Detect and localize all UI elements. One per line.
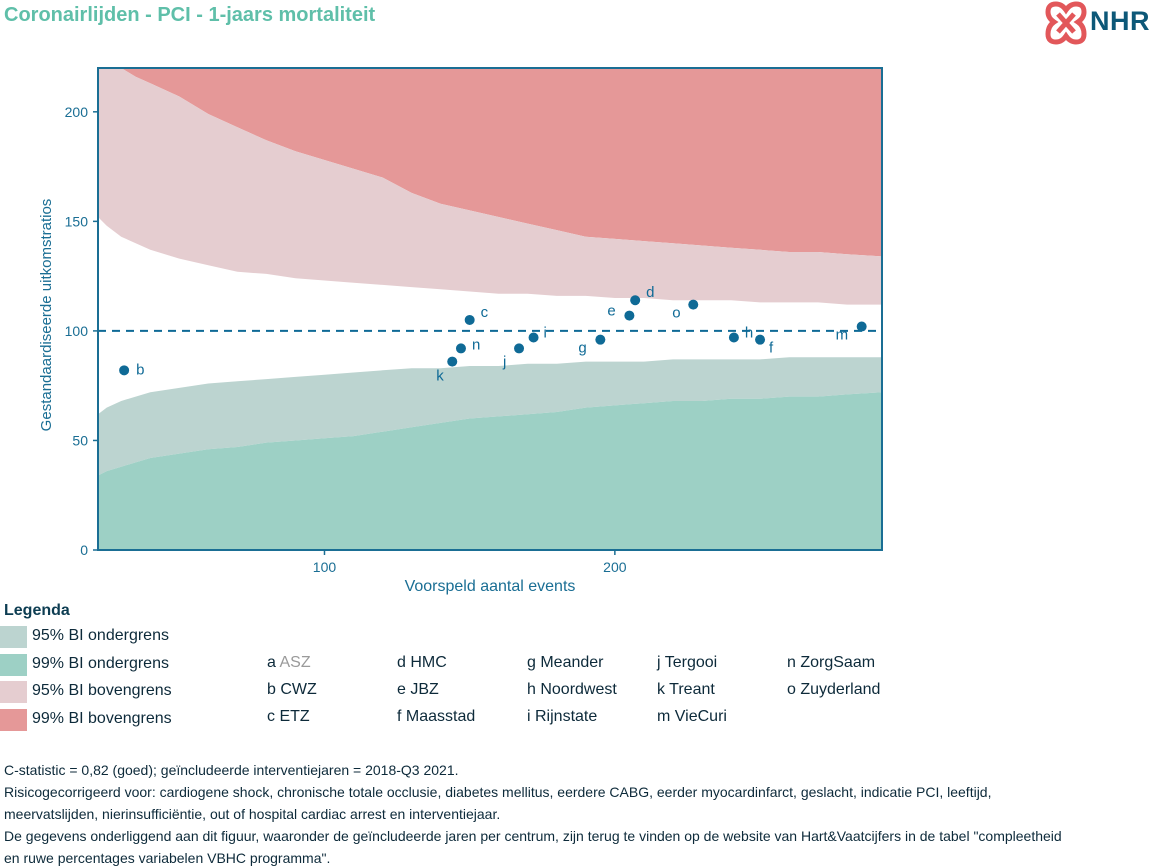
data-points: b k nc j i g e d o hf m xyxy=(119,284,867,385)
center-item-a: a ASZ xyxy=(267,654,311,671)
point-label-d: d xyxy=(646,284,654,301)
legend-label: 95% BI ondergrens xyxy=(32,627,169,644)
x-tick-label: 100 xyxy=(313,559,337,575)
point-label-h: h xyxy=(745,324,753,341)
point-label-k: k xyxy=(436,368,444,385)
x-axis-label: Voorspeld aantal events xyxy=(405,578,576,595)
y-tick-label: 200 xyxy=(65,104,89,120)
point-label-f: f xyxy=(769,340,774,357)
legend-label: 99% BI ondergrens xyxy=(32,654,169,672)
point-label-e: e xyxy=(607,303,615,320)
point-label-n: n xyxy=(472,336,480,353)
center-item-f: f Maasstad xyxy=(397,708,476,725)
y-axis-label: Gestandaardiseerde uitkomstratios xyxy=(38,199,55,432)
y-axis: 0 50 100 150 200 xyxy=(65,104,98,558)
footnote-statistic: C-statistic = 0,82 (goed); geïncludeerde… xyxy=(4,762,459,778)
data-point-f xyxy=(755,334,766,345)
point-label-g: g xyxy=(578,340,586,357)
x-tick-label: 200 xyxy=(603,559,627,575)
data-point-i xyxy=(528,332,539,343)
legend-title: Legenda xyxy=(4,602,70,619)
center-item-h: h Noordwest xyxy=(527,681,617,698)
footnote-source: De gegevens onderliggend aan dit figuur,… xyxy=(4,828,1062,844)
band-99-upper xyxy=(98,68,882,257)
data-point-m xyxy=(856,321,867,332)
nhr-logo xyxy=(1045,1,1087,45)
point-label-b: b xyxy=(136,361,144,378)
y-tick-label: 100 xyxy=(65,323,89,339)
y-tick-label: 0 xyxy=(80,542,88,558)
legend-swatch xyxy=(0,626,27,648)
footnote-source-cont: en ruwe percentages variabelen VBHC prog… xyxy=(4,850,331,866)
logo-text: NHR xyxy=(1090,6,1150,36)
legend-label: 99% BI bovengrens xyxy=(32,709,172,727)
point-label-c: c xyxy=(481,304,489,321)
center-item-g: g Meander xyxy=(527,654,604,671)
data-point-k xyxy=(447,356,458,367)
center-item-b: b CWZ xyxy=(267,681,317,698)
data-point-o xyxy=(688,299,699,310)
x-axis: 100 200 xyxy=(313,550,627,575)
center-item-o: o Zuyderland xyxy=(787,681,881,698)
band-99-lower xyxy=(98,392,882,550)
point-label-j: j xyxy=(502,353,506,370)
band-95-upper xyxy=(98,68,882,305)
legend-swatch xyxy=(0,681,27,703)
data-point-b xyxy=(119,365,130,376)
center-item-k: k Treant xyxy=(657,681,715,698)
legend-label: 95% BI bovengrens xyxy=(32,682,172,699)
center-item-i: i Rijnstate xyxy=(527,708,598,725)
y-tick-label: 150 xyxy=(65,213,89,229)
data-point-h xyxy=(728,332,739,343)
plot-frame xyxy=(97,67,883,551)
legend-swatch xyxy=(0,653,27,676)
center-item-j: j Tergooi xyxy=(657,654,718,671)
data-point-n xyxy=(455,343,466,354)
footnote-risk-adjustment: Risicogecorrigeerd voor: cardiogene shoc… xyxy=(4,784,992,800)
footnote-risk-adjustment-cont: meervatslijden, nierinsufficiëntie, out … xyxy=(4,806,501,822)
data-point-e xyxy=(624,310,635,321)
center-item-c: c ETZ xyxy=(267,708,310,725)
data-point-g xyxy=(595,334,606,345)
point-label-o: o xyxy=(672,305,680,322)
y-tick-label: 50 xyxy=(72,432,88,448)
point-label-i: i xyxy=(544,324,547,341)
data-point-j xyxy=(514,343,525,354)
page-title: Coronairlijden - PCI - 1-jaars mortalite… xyxy=(4,4,376,26)
center-item-d: d HMC xyxy=(397,654,447,671)
data-point-c xyxy=(464,314,475,325)
data-point-d xyxy=(630,295,641,306)
confidence-bands xyxy=(98,68,882,550)
center-item-n: n ZorgSaam xyxy=(787,654,876,671)
center-item-m: m VieCuri xyxy=(657,708,727,725)
point-label-m: m xyxy=(836,327,849,344)
band-95-lower xyxy=(98,357,882,476)
nhr-cross-icon xyxy=(1045,1,1087,45)
funnel-chart: 0 50 100 150 200 100 200 b k nc j i g e d o hf m Voorsp… xyxy=(38,67,883,595)
center-item-e: e JBZ xyxy=(397,681,439,698)
legend-swatch xyxy=(0,708,27,731)
